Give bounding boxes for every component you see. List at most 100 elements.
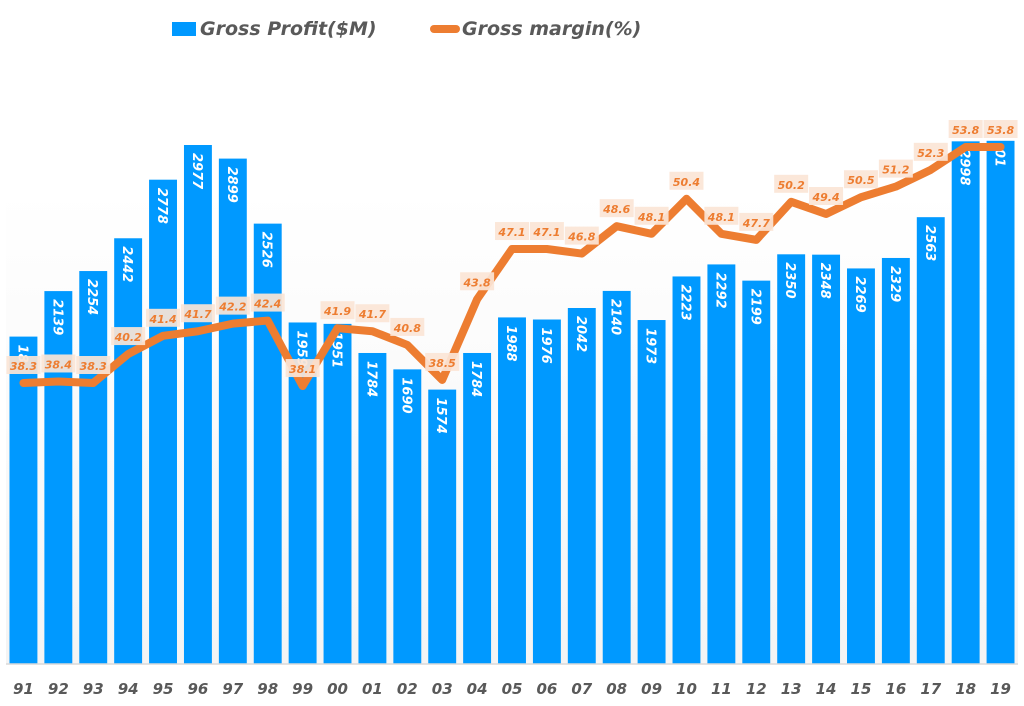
bar-96	[183, 145, 212, 664]
margin-value-text: 40.8	[393, 322, 421, 335]
margin-label-box	[111, 327, 146, 346]
margin-value-text: 47.1	[532, 226, 560, 239]
margin-data-label: 52.3	[913, 142, 948, 161]
margin-label-box	[6, 356, 41, 374]
bar-value-label: 2269	[852, 276, 867, 312]
bar-value-label: 2139	[49, 299, 64, 335]
legend: Gross Profit($M) Gross margin(%)	[0, 18, 1024, 48]
margin-data-label: 42.2	[215, 296, 250, 315]
x-tick-label: 03	[432, 680, 453, 698]
bar-11	[707, 264, 736, 664]
bar-10	[672, 276, 701, 664]
margin-data-label: 40.8	[390, 317, 425, 336]
bar-value-label: 2348	[817, 263, 832, 299]
bar-value-label: 01	[992, 149, 1007, 167]
x-tick-label: 98	[257, 680, 278, 698]
x-tick-label: 96	[187, 680, 208, 698]
margin-data-label: 53.8	[983, 120, 1018, 138]
margin-label-box	[913, 142, 948, 161]
bar-value-label: 2526	[259, 232, 274, 268]
margin-label-box	[460, 272, 495, 291]
bar-value-label: 2140	[608, 299, 623, 335]
margin-value-text: 52.3	[917, 147, 944, 160]
margin-data-label: 51.2	[878, 159, 913, 178]
x-tick-label: 93	[83, 680, 104, 698]
margin-value-text: 48.1	[637, 211, 665, 224]
x-tick-label: 02	[397, 680, 418, 698]
margin-value-text: 38.1	[289, 363, 316, 376]
x-tick-label: 95	[153, 680, 174, 698]
bar-17	[916, 217, 945, 664]
legend-label-gross-profit: Gross Profit($M)	[200, 18, 377, 40]
x-tick-label: 04	[467, 680, 488, 698]
margin-data-label: 38.4	[41, 354, 76, 373]
bar-value-label: 2292	[712, 272, 727, 308]
x-tick-label: 01	[362, 680, 383, 698]
bar-13	[777, 254, 806, 665]
x-tick-label: 08	[606, 680, 627, 698]
bar-02	[393, 369, 422, 664]
margin-value-text: 43.8	[463, 276, 491, 289]
bar-03	[428, 389, 457, 664]
margin-label-box	[948, 120, 983, 138]
bar-01	[358, 352, 387, 664]
x-tick-label: 13	[781, 680, 802, 698]
bar-value-label: 2998	[957, 149, 972, 185]
margin-label-box	[146, 308, 181, 327]
margin-value-text: 38.3	[10, 360, 37, 373]
bar-06	[532, 319, 561, 664]
margin-data-label: 41.9	[320, 301, 355, 320]
margin-value-text: 42.2	[218, 301, 246, 314]
bar-18	[951, 141, 980, 664]
legend-swatch-line	[430, 25, 460, 33]
bar-value-label: 2442	[119, 246, 134, 282]
margin-value-text: 38.5	[429, 357, 456, 370]
bar-98	[253, 223, 282, 664]
bar-value-label: 2778	[154, 188, 169, 224]
margin-value-text: 38.4	[45, 358, 72, 371]
bar-value-label: 1784	[468, 361, 483, 397]
bar-08	[602, 290, 631, 664]
margin-label-box	[425, 352, 460, 371]
margin-data-label: 50.4	[669, 171, 704, 190]
margin-value-text: 41.7	[183, 308, 211, 321]
bar-value-label: 1690	[398, 377, 413, 413]
bar-16	[881, 257, 910, 664]
bar-93	[79, 271, 108, 664]
margin-data-label: 41.4	[146, 308, 181, 327]
x-tick-label: 00	[327, 680, 348, 698]
x-tick-label: 17	[920, 680, 941, 698]
margin-value-text: 41.7	[358, 308, 386, 321]
margin-value-text: 50.5	[847, 174, 874, 187]
x-tick-label: 16	[885, 680, 906, 698]
x-tick-label: 15	[851, 680, 872, 698]
margin-data-label: 53.8	[948, 120, 983, 138]
legend-swatch-bar	[172, 22, 196, 36]
margin-label-box	[320, 301, 355, 320]
margin-data-label: 41.7	[180, 304, 215, 323]
bar-value-label: 2329	[887, 266, 902, 302]
margin-data-label: 38.3	[6, 356, 41, 374]
x-tick-label: 12	[746, 680, 767, 698]
margin-value-text: 46.8	[567, 231, 595, 244]
margin-label-box	[41, 354, 76, 373]
margin-data-label: 47.1	[495, 222, 529, 241]
x-tick-label: 91	[13, 680, 34, 698]
margin-label-box	[564, 226, 599, 245]
bar-12	[742, 280, 771, 664]
bar-14	[812, 254, 841, 664]
x-tick-label: 14	[816, 680, 837, 698]
margin-label-box	[634, 206, 669, 225]
margin-value-text: 50.4	[673, 176, 700, 189]
margin-data-label: 38.3	[76, 356, 111, 374]
bar-94	[114, 238, 143, 664]
bar-value-label: 2563	[922, 225, 937, 261]
margin-label-box	[878, 159, 913, 178]
x-tick-label: 97	[222, 680, 243, 698]
margin-value-text: 50.2	[778, 179, 805, 192]
margin-value-text: 42.4	[253, 298, 281, 311]
bar-value-label: 2042	[573, 316, 588, 352]
margin-data-label: 38.1	[285, 359, 320, 378]
margin-label-box	[774, 174, 809, 193]
